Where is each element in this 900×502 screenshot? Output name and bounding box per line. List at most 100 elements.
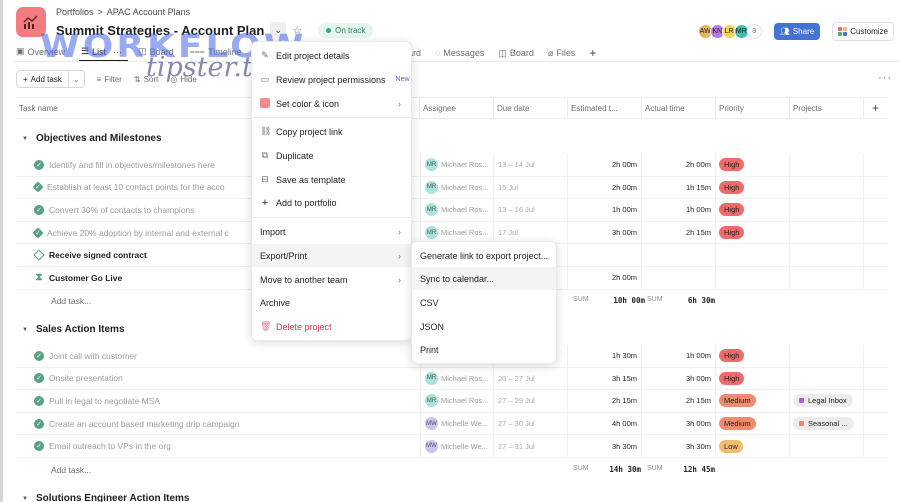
assignee-cell[interactable]: MR Michael Ros... [420,176,494,199]
menu-item-save-as-template[interactable]: ⊟ Save as template [261,174,346,185]
projects-cell[interactable]: Seasonal ... [790,412,864,435]
task-name[interactable]: Email outreach to VPs in the org [49,441,171,452]
task-name[interactable]: Identify and fill in objectives/mileston… [49,159,215,170]
member-avatars[interactable]: AW KN LR MR 8 [697,24,762,39]
task-name-cell[interactable]: ✓ Establish at least 10 contact points fo… [16,177,420,199]
task-name-cell[interactable]: ✓ Pull in legal to negotiate MSA [16,390,420,412]
task-name[interactable]: Achieve 20% adoption by internal and ext… [47,227,229,238]
member-count[interactable]: 8 [746,24,762,39]
table-row[interactable]: ✓ Pull in legal to negotiate MSA MR Michae… [16,390,888,413]
due-date-cell[interactable]: 17 Jul [494,221,568,244]
tab-dashboard[interactable]: ard [408,48,422,58]
priority-badge[interactable]: High [719,180,745,194]
add-task-dropdown[interactable]: ⌄ [69,75,84,84]
task-name-cell[interactable]: ✓ Identify and fill in objectives/milesto… [16,154,420,176]
estimated-time-cell[interactable]: 2h 15m [568,390,642,412]
task-name-cell[interactable]: Receive signed contract [16,244,420,266]
assignee-cell[interactable]: MR Michael Ros... [420,199,494,221]
projects-cell[interactable] [790,345,864,367]
collapse-triangle-icon[interactable]: ▼ [22,495,28,502]
actual-time-cell[interactable] [642,267,716,289]
milestone-complete-icon[interactable]: ✓ [32,181,44,194]
priority-cell[interactable]: Low [716,435,790,457]
menu-item-edit-project-details[interactable]: ✎ Edit project details [261,50,350,61]
priority-cell[interactable]: Medium [716,390,790,412]
actual-time-cell[interactable]: 2h 15m [642,390,716,412]
project-menu-button[interactable]: ⌄ [270,22,287,38]
submenu-item-generate-link[interactable]: Generate link to export project... [420,250,549,261]
breadcrumb-apac[interactable]: APAC Account Plans [106,7,191,17]
column-task-name[interactable]: Task name [16,98,420,118]
due-date-cell[interactable]: 15 Jul [494,176,568,199]
estimated-time-cell[interactable]: 1h 00m [568,199,642,221]
projects-cell[interactable] [790,267,864,289]
due-date-cell[interactable]: 13 – 16 Jul [494,199,568,221]
task-name-cell[interactable]: ✓ Email outreach to VPs in the org [16,435,420,457]
priority-cell[interactable]: High [716,176,790,199]
table-row[interactable]: ✓ Email outreach to VPs in the org MW Mich… [16,435,888,458]
table-row[interactable]: ✓ Create an account based marketing drip … [16,412,888,436]
projects-cell[interactable] [790,367,864,390]
priority-badge[interactable]: High [719,158,745,172]
collapse-triangle-icon[interactable]: ▼ [22,135,28,142]
due-date-cell[interactable]: 27 – 29 Jul [494,390,568,412]
estimated-time-cell[interactable]: 1h 30m [568,345,642,367]
menu-item-archive[interactable]: Archive [260,297,291,308]
tab-files[interactable]: ⌀ Files [547,47,576,59]
projects-cell[interactable]: Legal Inbox [790,390,864,412]
menu-item-add-to-portfolio[interactable]: + Add to portfolio [261,196,337,209]
menu-item-review-permissions[interactable]: ▭ Review project permissions New [260,74,410,85]
priority-cell[interactable]: High [716,367,790,390]
tab-list[interactable]: ☰ List ··· [79,45,130,62]
collapse-triangle-icon[interactable]: ▼ [22,326,28,333]
due-date-cell[interactable]: 27 – 31 Jul [494,435,568,457]
estimated-time-cell[interactable]: 3h 30m [568,435,642,457]
section-header[interactable]: ▼ Objectives and Milestones [22,133,162,144]
menu-item-duplicate[interactable]: ⧉ Duplicate [261,150,314,161]
priority-badge[interactable]: High [719,203,745,217]
project-tag[interactable]: Seasonal ... [793,417,854,431]
add-task-inline[interactable]: Add task... [51,465,92,475]
assignee-cell[interactable]: MR Michael Ros... [420,367,494,390]
priority-badge[interactable]: Medium [719,394,756,408]
projects-cell[interactable] [790,176,864,199]
assignee-cell[interactable]: MW Michelle We... [420,412,494,435]
task-name[interactable]: Receive signed contract [49,250,147,261]
more-options-button[interactable]: ··· [878,72,892,84]
check-circle-icon[interactable]: ✓ [34,395,44,406]
section-header[interactable]: ▼ Sales Action Items [22,324,125,335]
table-row[interactable]: ✓ Joint call with customer 1h 30m 1h 00m … [16,345,888,368]
hourglass-icon[interactable]: ⧗ [35,272,43,284]
due-date-cell[interactable] [494,345,568,367]
milestone-icon[interactable] [33,249,45,261]
project-tag[interactable]: Legal Inbox [793,394,853,408]
column-estimated-time[interactable]: Estimated t... [568,98,642,118]
tab-board-2[interactable]: ◫ Board [498,47,534,59]
estimated-time-cell[interactable]: 3h 15m [568,367,642,390]
task-name[interactable]: Customer Go Live [49,272,123,283]
more-icon[interactable]: ··· [113,46,123,57]
priority-badge[interactable]: Low [719,439,743,453]
column-priority[interactable]: Priority [716,98,790,118]
section-header[interactable]: ▼ Solutions Engineer Action Items [22,493,190,502]
add-column-button[interactable]: + [871,101,879,115]
project-icon[interactable] [16,7,46,37]
estimated-time-cell[interactable]: 2h 00m [568,267,642,289]
column-due-date[interactable]: Due date [494,98,568,118]
add-tab-button[interactable]: + [589,46,597,60]
add-task-inline[interactable]: Add task... [51,296,92,306]
task-name-cell[interactable]: ✓ Achieve 20% adoption by internal and ex… [16,222,420,244]
share-button[interactable]: 👥︎ Share [773,23,821,40]
priority-badge[interactable]: High [719,349,745,363]
estimated-time-cell[interactable]: 3h 00m [568,221,642,244]
due-date-cell[interactable]: 20 – 27 Jul [494,367,568,390]
task-name-cell[interactable]: ✓ Convert 30% of contacts to champions [16,199,420,221]
task-name-cell[interactable]: ✓ Onsite presentation [16,368,420,390]
add-task-button[interactable]: + Add task [17,71,69,87]
task-name[interactable]: Pull in legal to negotiate MSA [49,395,161,406]
actual-time-cell[interactable] [642,244,716,266]
due-date-cell[interactable]: 27 – 30 Jul [494,412,568,435]
assignee-cell[interactable]: MR Michael Ros... [420,390,494,412]
actual-time-cell[interactable]: 3h 00m [642,412,716,435]
menu-item-set-color-icon[interactable]: Set color & icon › [252,92,411,115]
